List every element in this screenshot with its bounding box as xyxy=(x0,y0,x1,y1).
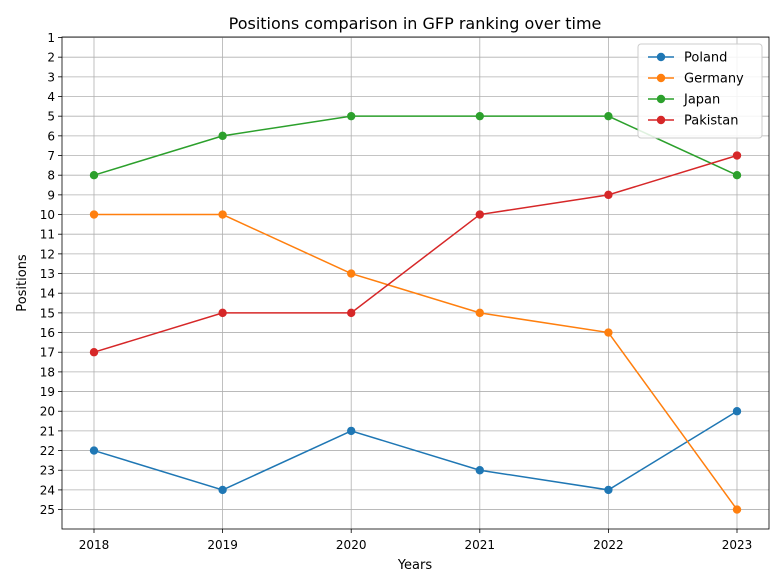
y-tick-label: 10 xyxy=(40,208,55,222)
x-tick-label: 2019 xyxy=(207,538,238,552)
y-tick-label: 4 xyxy=(47,90,55,104)
legend: Poland Germany Japan Pakistan xyxy=(637,43,763,139)
data-point-japan xyxy=(89,170,99,180)
data-point-poland xyxy=(347,426,356,436)
y-tick-label: 22 xyxy=(40,444,55,458)
data-point-pakistan xyxy=(604,190,613,200)
data-point-poland xyxy=(218,485,227,495)
y-tick-label: 7 xyxy=(47,149,55,163)
data-point-poland xyxy=(604,485,613,495)
data-point-japan xyxy=(732,170,742,180)
y-tick-label: 2 xyxy=(47,51,55,65)
legend-label-japan: Japan xyxy=(683,93,720,108)
data-point-pakistan xyxy=(732,151,742,160)
x-tick-label: 2022 xyxy=(593,538,624,552)
y-tick-label: 3 xyxy=(47,70,55,84)
legend-marker-japan xyxy=(656,94,666,104)
x-tick-label: 2020 xyxy=(336,538,367,552)
axes: 1234567891011121314151617181920212223242… xyxy=(40,31,770,552)
data-point-poland xyxy=(732,407,742,416)
data-point-japan xyxy=(475,111,484,121)
series-line-pakistan xyxy=(93,154,738,353)
series-line-japan xyxy=(93,115,738,176)
x-axis-label: Years xyxy=(397,558,433,573)
data-point-japan xyxy=(604,111,613,121)
y-tick-label: 13 xyxy=(40,267,55,281)
data-point-germany xyxy=(604,328,613,337)
y-tick-label: 15 xyxy=(40,306,55,320)
x-tick-label: 2018 xyxy=(79,538,110,552)
y-tick-label: 21 xyxy=(40,424,55,438)
y-tick-label: 19 xyxy=(40,385,55,399)
data-point-germany xyxy=(475,308,484,318)
legend-marker-pakistan xyxy=(656,115,666,125)
y-tick-label: 20 xyxy=(40,405,55,419)
series-layer xyxy=(89,111,742,514)
series-line-poland xyxy=(93,410,738,491)
legend-label-poland: Poland xyxy=(684,51,727,66)
y-tick-label: 6 xyxy=(47,129,55,143)
data-point-germany xyxy=(732,505,742,514)
legend-label-pakistan: Pakistan xyxy=(684,114,738,129)
x-tick-label: 2023 xyxy=(722,538,753,552)
y-tick-label: 1 xyxy=(47,31,55,45)
y-tick-label: 23 xyxy=(40,464,55,478)
legend-box xyxy=(637,43,763,139)
y-tick-label: 12 xyxy=(40,247,55,261)
data-point-japan xyxy=(218,131,227,141)
legend-marker-germany xyxy=(656,73,666,83)
y-tick-label: 9 xyxy=(47,188,55,202)
plot-frame xyxy=(61,36,770,530)
x-tick-label: 2021 xyxy=(465,538,496,552)
data-point-pakistan xyxy=(89,348,99,357)
y-tick-label: 17 xyxy=(40,346,55,360)
y-tick-label: 8 xyxy=(47,169,55,183)
series-line-germany xyxy=(94,213,738,511)
data-point-germany xyxy=(89,210,99,219)
data-point-poland xyxy=(475,466,484,475)
legend-marker-poland xyxy=(656,52,666,62)
data-point-pakistan xyxy=(218,308,227,318)
data-point-japan xyxy=(347,111,356,121)
y-tick-label: 5 xyxy=(47,110,55,124)
y-tick-label: 14 xyxy=(40,287,55,301)
data-point-pakistan xyxy=(475,210,484,219)
y-tick-label: 25 xyxy=(40,503,55,517)
y-tick-label: 16 xyxy=(40,326,55,340)
legend-label-germany: Germany xyxy=(684,72,744,87)
data-point-germany xyxy=(218,210,227,219)
y-axis-label: Positions xyxy=(15,254,30,312)
y-tick-label: 24 xyxy=(40,483,55,497)
chart-title: Positions comparison in GFP ranking over… xyxy=(229,14,602,33)
data-point-poland xyxy=(89,446,99,455)
y-tick-label: 18 xyxy=(40,365,55,379)
data-point-pakistan xyxy=(347,308,356,318)
data-point-germany xyxy=(347,269,356,278)
y-tick-label: 11 xyxy=(40,228,55,242)
